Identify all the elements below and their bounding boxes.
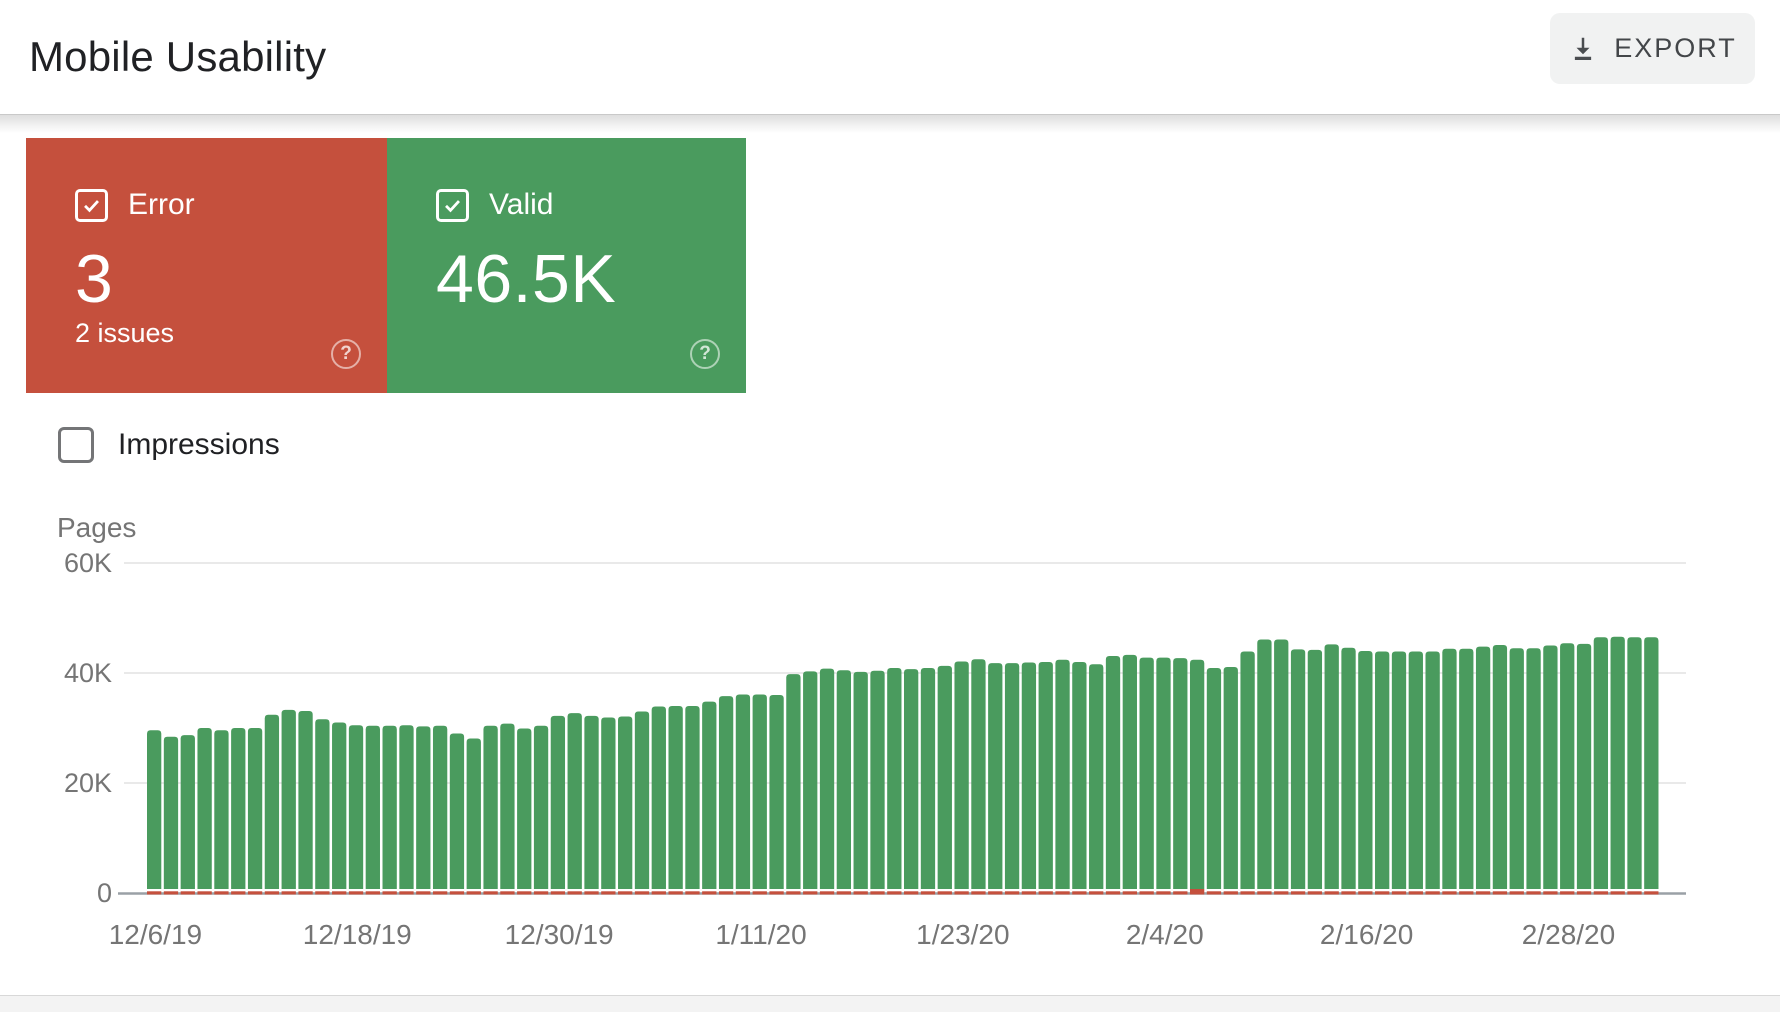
pages-chart: 60K 40K 20K 0 12/6/19 12/18/19 12/30/19 1/11/20… [64,548,1686,950]
valid-card[interactable]: Valid 46.5K ? [387,138,746,393]
valid-card-label: Valid [489,188,554,221]
check-icon [445,199,460,212]
error-card-label: Error [128,188,195,221]
svg-text:0: 0 [97,878,112,908]
download-icon [1568,34,1598,64]
svg-text:40K: 40K [64,658,112,688]
svg-text:12/6/19: 12/6/19 [109,919,202,950]
export-button-label: EXPORT [1614,33,1737,63]
svg-text:20K: 20K [64,768,112,798]
svg-text:12/18/19: 12/18/19 [303,919,412,950]
impressions-row: Impressions [58,427,280,463]
svg-text:2/16/20: 2/16/20 [1320,919,1413,950]
svg-text:60K: 60K [64,548,112,578]
export-button[interactable]: EXPORT [1550,13,1755,84]
error-card-value: 3 [75,241,114,317]
svg-text:2/4/20: 2/4/20 [1126,919,1204,950]
valid-checkbox[interactable] [436,188,469,222]
bottom-strip [0,995,1780,1012]
svg-text:2/28/20: 2/28/20 [1522,919,1615,950]
impressions-label: Impressions [118,428,280,461]
svg-text:12/30/19: 12/30/19 [505,919,614,950]
x-axis-labels: 12/6/19 12/18/19 12/30/19 1/11/20 1/23/20 2/4… [109,919,1615,950]
valid-bars-series [147,636,1659,889]
help-icon[interactable]: ? [690,339,720,369]
help-icon[interactable]: ? [331,339,361,369]
valid-card-value: 46.5K [436,241,617,317]
error-card-issues: 2 issues [75,318,175,348]
pages-axis-label: Pages [57,512,137,543]
page-title: Mobile Usability [29,33,327,80]
check-icon [84,199,99,212]
header: Mobile Usability EXPORT [0,0,1780,133]
svg-text:1/23/20: 1/23/20 [916,919,1009,950]
error-line-series [147,889,1659,895]
error-checkbox[interactable] [75,188,108,222]
svg-text:1/11/20: 1/11/20 [715,919,806,950]
error-card[interactable]: Error 3 2 issues ? [26,138,387,393]
impressions-checkbox[interactable] [58,427,94,463]
